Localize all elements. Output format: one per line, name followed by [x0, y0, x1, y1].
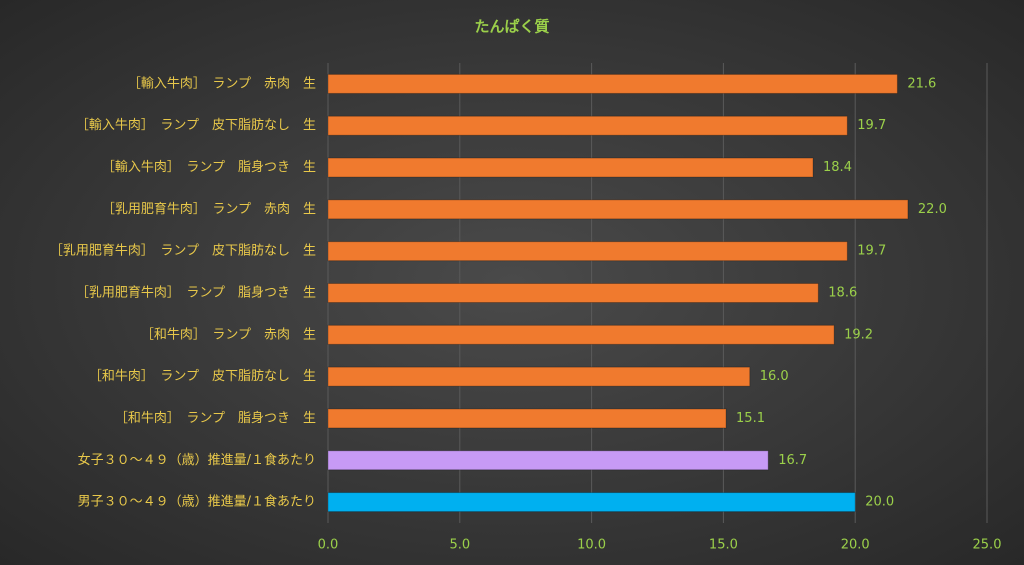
- data-label: 18.6: [828, 286, 857, 301]
- bar: [327, 73, 898, 94]
- data-label: 19.7: [857, 244, 886, 259]
- bar: [327, 324, 835, 345]
- y-tick-label: ［和牛肉］ ランプ 皮下脂肪なし 生: [89, 368, 316, 384]
- bar: [327, 241, 848, 262]
- bar: [327, 157, 814, 178]
- y-tick-label: ［輸入牛肉］ ランプ 脂身つき 生: [102, 159, 316, 175]
- bar: [327, 366, 751, 387]
- data-label: 16.0: [760, 369, 789, 384]
- chart-title: たんぱく質: [474, 18, 549, 36]
- x-tick-label: 20.0: [841, 538, 870, 553]
- y-tick-label: ［和牛肉］ ランプ 脂身つき 生: [115, 410, 316, 426]
- data-label: 19.2: [844, 327, 873, 342]
- data-label: 20.0: [865, 495, 894, 510]
- y-tick-label: ［乳用肥育牛肉］ ランプ 皮下脂肪なし 生: [50, 243, 316, 259]
- y-tick-label: ［乳用肥育牛肉］ ランプ 脂身つき 生: [76, 285, 316, 301]
- data-label: 21.6: [907, 76, 936, 91]
- x-tick-label: 5.0: [449, 538, 470, 553]
- y-tick-label: ［輸入牛肉］ ランプ 皮下脂肪なし 生: [76, 117, 316, 133]
- y-tick-label: ［乳用肥育牛肉］ ランプ 赤肉 生: [102, 201, 316, 217]
- bar: [327, 115, 848, 136]
- bar: [327, 199, 909, 220]
- y-tick-label: 女子３０～４９（歳）推進量/１食あたり: [78, 452, 316, 468]
- data-label: 19.7: [857, 118, 886, 133]
- data-label: 18.4: [823, 160, 852, 175]
- x-tick-label: 25.0: [973, 538, 1002, 553]
- x-tick-label: 15.0: [709, 538, 738, 553]
- data-label: 16.7: [778, 453, 807, 468]
- bar: [327, 283, 819, 303]
- y-tick-label: 男子３０～４９（歳）推進量/１食あたり: [78, 494, 316, 510]
- bar: [327, 492, 856, 513]
- y-tick-label: ［和牛肉］ ランプ 赤肉 生: [141, 327, 316, 342]
- y-tick-label: ［輸入牛肉］ ランプ 赤肉 生: [128, 76, 316, 91]
- bar: [327, 450, 769, 471]
- x-tick-label: 0.0: [318, 538, 339, 553]
- x-tick-label: 10.0: [577, 538, 606, 553]
- bar: [327, 408, 727, 429]
- data-label: 22.0: [918, 202, 947, 217]
- data-label: 15.1: [736, 411, 765, 426]
